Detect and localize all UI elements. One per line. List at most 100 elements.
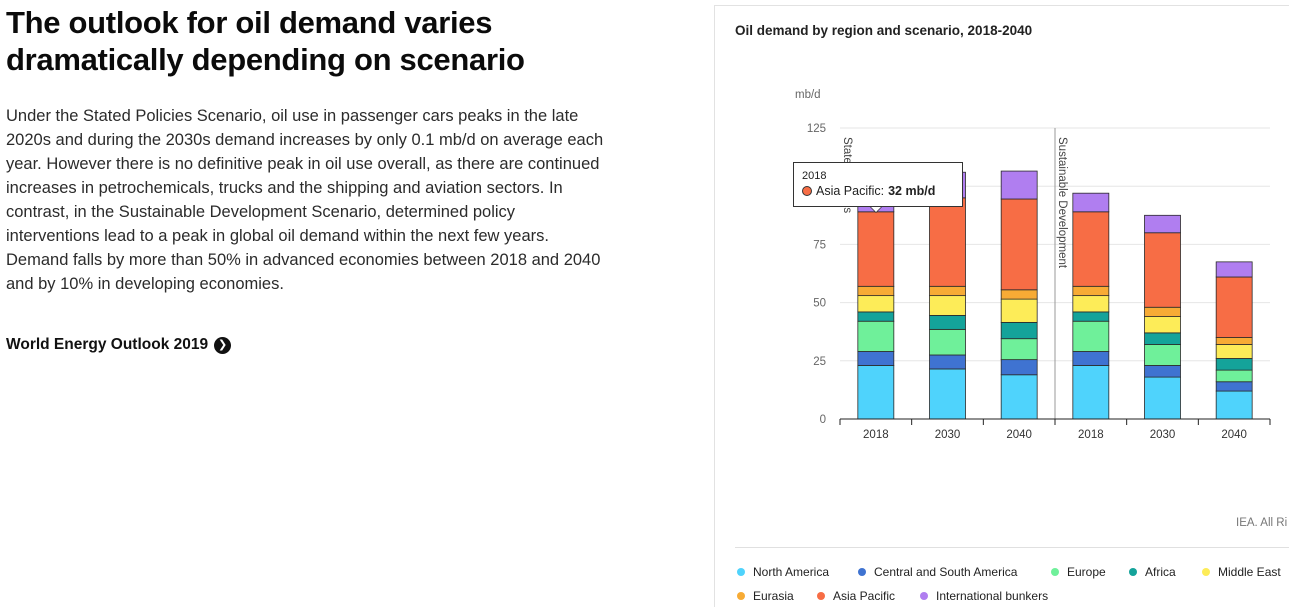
bar-north-america-stated-policies-2018 — [857, 365, 895, 420]
bar-africa-stated-policies-2040 — [1000, 321, 1038, 340]
y-tick-label-75: 75 — [813, 239, 826, 251]
bar-central-and-south-america-stated-policies-2030 — [929, 354, 966, 370]
bar-europe-stated-policies-2018 — [857, 320, 895, 352]
y-tick-label-0: 0 — [820, 414, 826, 426]
legend-item-international-bunkers[interactable]: International bunkers — [920, 589, 1048, 603]
bar-middle-east-stated-policies-2040 — [1000, 298, 1038, 323]
bar-middle-east-stated-policies-2018 — [857, 295, 895, 313]
y-tick-label-50: 50 — [813, 298, 826, 310]
bar-eurasia-stated-policies-2040 — [1000, 289, 1038, 300]
bar-north-america-stated-policies-2030 — [929, 368, 966, 420]
report-link-label: World Energy Outlook 2019 — [6, 336, 209, 353]
bar-eurasia-stated-policies-2018 — [857, 285, 895, 297]
legend-item-europe[interactable]: Europe — [1051, 565, 1106, 579]
bar-international-bunkers-sustainable-development-2040 — [1215, 261, 1253, 278]
bar-central-and-south-america-sustainable-development-2040 — [1215, 381, 1253, 392]
tooltip-series-label: Asia Pacific: — [816, 184, 885, 198]
bar-north-america-stated-policies-2040 — [1000, 374, 1038, 420]
legend-label-africa: Africa — [1145, 565, 1176, 579]
legend-dot-asia-pacific — [817, 592, 825, 600]
bar-international-bunkers-sustainable-development-2030 — [1144, 214, 1181, 234]
y-tick-label-125: 125 — [807, 123, 826, 135]
legend-label-international-bunkers: International bunkers — [936, 589, 1049, 603]
bar-international-bunkers-sustainable-development-2018 — [1072, 192, 1110, 213]
legend-label-north-america: North America — [753, 565, 830, 579]
x-tick-label-stated-policies-2030: 2030 — [935, 429, 961, 441]
bar-eurasia-stated-policies-2030 — [929, 285, 966, 297]
bar-north-america-sustainable-development-2018 — [1072, 365, 1110, 420]
bar-asia-pacific-sustainable-development-2040 — [1215, 276, 1253, 338]
legend-dot-eurasia — [737, 592, 745, 600]
bar-eurasia-sustainable-development-2030 — [1144, 306, 1181, 317]
y-axis-unit: mb/d — [795, 89, 821, 101]
tooltip-value: 32 mb/d — [888, 184, 936, 198]
bar-africa-sustainable-development-2030 — [1144, 332, 1181, 345]
bar-africa-sustainable-development-2040 — [1215, 358, 1253, 371]
chevron-right-icon: ❯ — [214, 336, 232, 354]
tooltip-row: Asia Pacific: 32 mb/d — [802, 184, 954, 198]
tooltip: 2018 Asia Pacific: 32 mb/d — [793, 162, 963, 207]
report-link[interactable]: World Energy Outlook 2019 ❯ — [6, 336, 232, 354]
bar-europe-sustainable-development-2018 — [1072, 320, 1110, 352]
bar-europe-stated-policies-2040 — [1000, 338, 1038, 361]
legend-label-asia-pacific: Asia Pacific — [833, 589, 896, 603]
chart-panel — [714, 5, 1289, 607]
legend-item-north-america[interactable]: North America — [737, 565, 829, 579]
bar-europe-sustainable-development-2040 — [1215, 369, 1253, 383]
legend-label-central-and-south-america: Central and South America — [874, 565, 1018, 579]
legend-label-europe: Europe — [1067, 565, 1106, 579]
bar-middle-east-sustainable-development-2030 — [1144, 316, 1181, 334]
legend-divider — [735, 547, 1289, 548]
x-tick-label-sustainable-development-2030: 2030 — [1150, 429, 1176, 441]
bar-central-and-south-america-stated-policies-2018 — [857, 351, 895, 366]
x-tick-label-sustainable-development-2040: 2040 — [1221, 429, 1247, 441]
legend-dot-europe — [1051, 568, 1059, 576]
legend-label-middle-east: Middle East — [1218, 565, 1281, 579]
bar-middle-east-sustainable-development-2040 — [1215, 344, 1253, 359]
article-body: Under the Stated Policies Scenario, oil … — [6, 107, 604, 293]
chart-credit: IEA. All Ri — [1236, 517, 1288, 529]
bar-middle-east-stated-policies-2030 — [929, 295, 966, 316]
x-tick-label-stated-policies-2040: 2040 — [1006, 429, 1032, 441]
bar-central-and-south-america-stated-policies-2040 — [1000, 359, 1038, 376]
bar-central-and-south-america-sustainable-development-2018 — [1072, 351, 1110, 366]
legend-item-africa[interactable]: Africa — [1129, 565, 1176, 579]
legend-item-middle-east[interactable]: Middle East — [1202, 565, 1281, 579]
legend-dot-africa — [1129, 568, 1137, 576]
bar-middle-east-sustainable-development-2018 — [1072, 295, 1110, 313]
bar-central-and-south-america-sustainable-development-2030 — [1144, 365, 1181, 378]
page-title: The outlook for oil demand varies dramat… — [6, 5, 525, 77]
legend-dot-north-america — [737, 568, 745, 576]
bar-eurasia-sustainable-development-2018 — [1072, 285, 1110, 297]
bar-europe-sustainable-development-2030 — [1144, 344, 1181, 366]
bar-asia-pacific-sustainable-development-2030 — [1144, 232, 1181, 308]
bar-eurasia-sustainable-development-2040 — [1215, 337, 1253, 345]
bar-north-america-sustainable-development-2040 — [1215, 390, 1253, 420]
x-tick-label-stated-policies-2018: 2018 — [863, 429, 889, 441]
bar-international-bunkers-stated-policies-2040 — [1000, 170, 1038, 200]
legend-dot-international-bunkers — [920, 592, 928, 600]
bar-asia-pacific-stated-policies-2018 — [857, 211, 895, 287]
bar-asia-pacific-stated-policies-2040 — [1000, 198, 1038, 291]
bar-stacks — [857, 170, 1253, 420]
tooltip-series-dot — [802, 186, 812, 196]
x-tick-label-sustainable-development-2018: 2018 — [1078, 429, 1104, 441]
bar-europe-stated-policies-2030 — [929, 328, 966, 356]
bar-asia-pacific-sustainable-development-2018 — [1072, 211, 1110, 287]
legend-label-eurasia: Eurasia — [753, 589, 794, 603]
tooltip-pointer-fill — [870, 206, 882, 212]
scenario-label-sustainable-development: Sustainable Development — [1056, 137, 1068, 269]
bar-north-america-sustainable-development-2030 — [1144, 376, 1181, 420]
legend-item-asia-pacific[interactable]: Asia Pacific — [817, 589, 895, 603]
legend-item-eurasia[interactable]: Eurasia — [737, 589, 794, 603]
bar-asia-pacific-stated-policies-2030 — [929, 197, 966, 287]
legend-item-central-and-south-america[interactable]: Central and South America — [858, 565, 1017, 579]
bar-africa-stated-policies-2018 — [857, 311, 895, 322]
axes — [839, 418, 1271, 425]
tooltip-year: 2018 — [802, 170, 827, 182]
legend-dot-middle-east — [1202, 568, 1210, 576]
bar-africa-stated-policies-2030 — [929, 315, 966, 330]
legend-dot-central-and-south-america — [858, 568, 866, 576]
bar-africa-sustainable-development-2018 — [1072, 311, 1110, 322]
